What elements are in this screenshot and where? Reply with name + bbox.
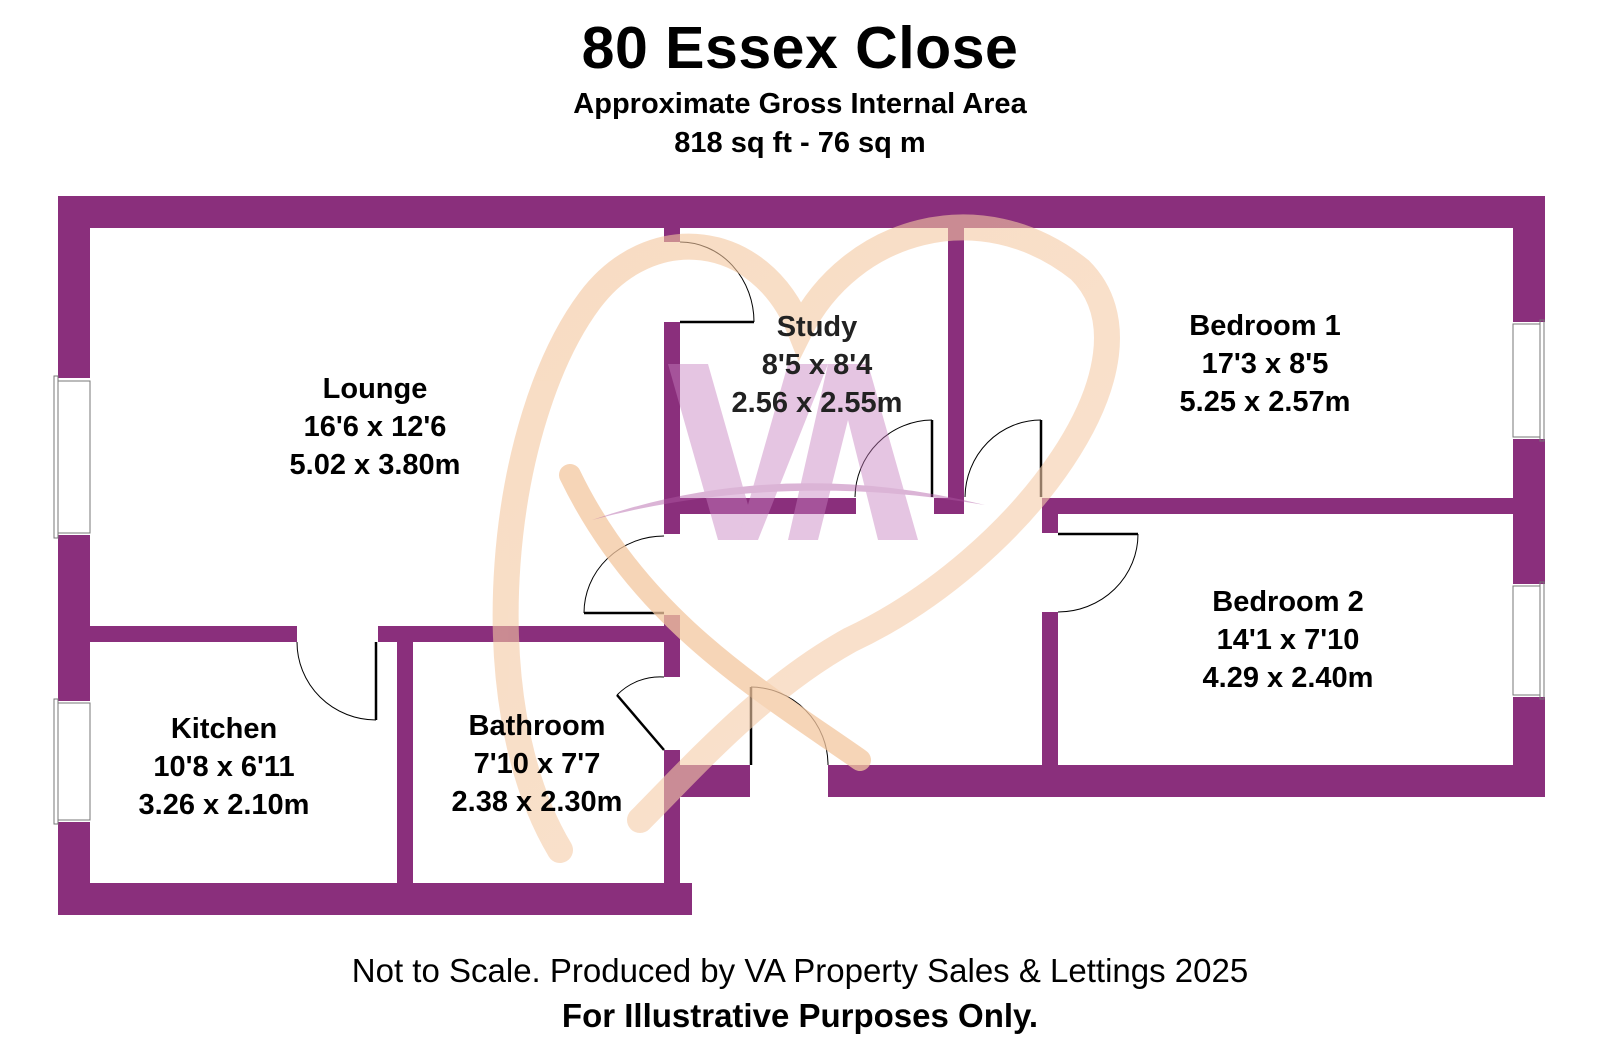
room-bedroom-1: Bedroom 1 17'3 x 8'5 5.25 x 2.57m	[1180, 307, 1351, 421]
room-imperial: 16'6 x 12'6	[303, 411, 447, 443]
room-imperial: 10'8 x 6'11	[153, 751, 295, 783]
room-name: Bedroom 1	[1189, 310, 1341, 342]
room-kitchen: Kitchen 10'8 x 6'11 3.26 x 2.10m	[139, 710, 310, 824]
room-imperial: 8'5 x 8'4	[761, 349, 873, 381]
room-metric: 4.29 x 2.40m	[1202, 662, 1374, 694]
room-lounge: Lounge 16'6 x 12'6 5.02 x 3.80m	[290, 370, 461, 484]
room-name: Bathroom	[468, 710, 606, 742]
room-metric: 5.25 x 2.57m	[1179, 386, 1351, 418]
room-metric: 2.38 x 2.30m	[451, 786, 623, 818]
windows	[53, 319, 1545, 825]
area-caption: Approximate Gross Internal Area	[573, 88, 1027, 120]
room-name: Bedroom 2	[1212, 586, 1364, 618]
room-name: Kitchen	[170, 713, 278, 745]
room-bathroom: Bathroom 7'10 x 7'7 2.38 x 2.30m	[452, 707, 623, 821]
producer-note: Not to Scale. Produced by VA Property Sa…	[351, 952, 1249, 989]
disclaimer: For Illustrative Purposes Only.	[561, 997, 1039, 1034]
watermark-heart	[492, 214, 1120, 863]
watermark-va-logo	[592, 364, 985, 540]
room-imperial: 7'10 x 7'7	[473, 748, 601, 780]
room-bedroom-2: Bedroom 2 14'1 x 7'10 4.29 x 2.40m	[1203, 583, 1374, 697]
room-name: Lounge	[322, 373, 428, 405]
room-imperial: 17'3 x 8'5	[1201, 348, 1329, 380]
room-study: Study 8'5 x 8'4 2.56 x 2.55m	[732, 308, 903, 422]
room-name: Study	[776, 311, 858, 343]
bathroom-door	[616, 694, 665, 751]
gross-area: 818 sq ft - 76 sq m	[674, 127, 926, 159]
walls	[58, 196, 1545, 915]
room-metric: 5.02 x 3.80m	[289, 449, 461, 481]
room-metric: 2.56 x 2.55m	[731, 387, 903, 419]
room-imperial: 14'1 x 7'10	[1216, 624, 1360, 656]
property-title: 80 Essex Close	[581, 15, 1019, 81]
room-metric: 3.26 x 2.10m	[138, 789, 310, 821]
